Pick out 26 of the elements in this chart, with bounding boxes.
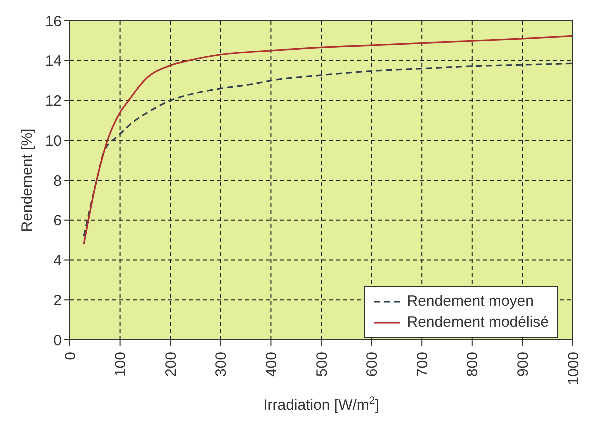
y-tick-label: 14 <box>45 53 62 70</box>
y-tick-label: 0 <box>54 332 62 350</box>
x-tick-label: 400 <box>263 352 280 378</box>
x-tick-label: 700 <box>414 352 432 378</box>
x-tick-label: 100 <box>112 352 130 378</box>
x-tick-label: 800 <box>464 352 482 378</box>
legend-label: Rendement moyen <box>407 292 534 312</box>
y-axis-title: Rendement [%] <box>19 128 36 232</box>
x-axis-title: Irradiation [W/m$^{2}$] <box>264 395 380 414</box>
x-tick-label: 1000 <box>565 352 582 386</box>
y-tick-label: 4 <box>54 252 62 270</box>
line-series <box>83 35 573 246</box>
y-tick-label: 2 <box>54 292 62 310</box>
line-series <box>83 62 573 238</box>
legend-label: Rendement modélisé <box>407 313 549 333</box>
x-tick-label: 0 <box>62 352 80 360</box>
y-tick-label: 8 <box>54 172 62 190</box>
y-tick-label: 10 <box>45 132 62 150</box>
y-tick-label: 6 <box>54 212 62 230</box>
x-tick-label: 200 <box>162 352 180 378</box>
x-tick-label: 900 <box>514 352 532 378</box>
x-tick-label: 300 <box>213 352 230 378</box>
x-tick-label: 600 <box>364 352 382 378</box>
y-tick-label: 16 <box>45 13 62 30</box>
y-tick-label: 12 <box>45 93 62 110</box>
x-tick-label: 500 <box>314 352 331 378</box>
